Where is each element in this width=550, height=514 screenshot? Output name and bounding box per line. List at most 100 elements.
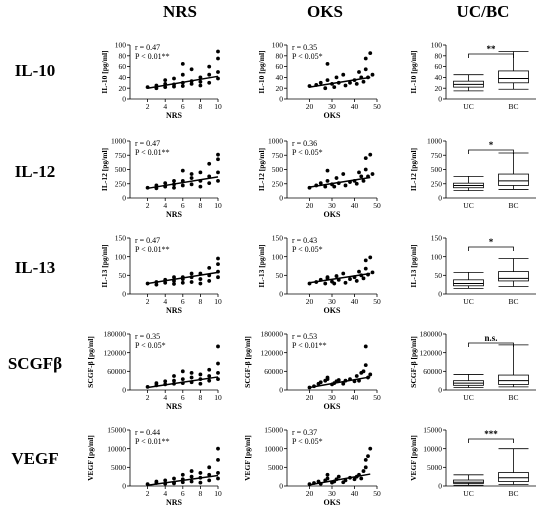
box-iqr [498, 374, 529, 385]
data-point [363, 266, 368, 271]
data-point [332, 184, 337, 189]
box-iqr [498, 472, 529, 482]
x-tick-label: 2 [146, 201, 150, 210]
data-point [361, 276, 366, 281]
y-tick-label: 100 [272, 41, 284, 50]
y-axis-label: IL-13 [pg/ml] [409, 244, 418, 287]
y-tick-label: 1000 [427, 137, 442, 146]
y-tick-label: 60000 [264, 367, 283, 376]
data-point [359, 476, 364, 481]
data-point [207, 367, 212, 372]
data-point [370, 172, 375, 176]
data-point [363, 344, 368, 349]
y-tick-label: 0 [122, 290, 126, 299]
y-tick-label: 5000 [268, 463, 283, 472]
data-point [207, 181, 212, 186]
data-point [172, 282, 176, 286]
data-point [163, 280, 168, 285]
y-tick-label: 750 [272, 151, 284, 160]
x-tick-label: 10 [214, 201, 222, 210]
y-tick-label: 1000 [111, 137, 126, 146]
x-tick-label: 10 [214, 489, 222, 498]
y-tick-label: 50 [276, 271, 284, 280]
correlation-r-label: r = 0.37 [292, 428, 317, 437]
data-point [368, 152, 373, 157]
panel-vegf-oks: 0 5000 10000 15000 VEGF [pg/ml] 20 30 40 50 OKS r … [243, 426, 381, 507]
p-value-label: P < 0.05* [292, 52, 323, 61]
y-tick-label: 5000 [111, 463, 126, 472]
correlation-r-label: r = 0.47 [135, 236, 160, 245]
data-point [363, 56, 368, 61]
x-axis-label: NRS [166, 402, 183, 411]
data-point [216, 344, 220, 349]
x-tick-label: 4 [163, 201, 167, 210]
y-tick-label: 80 [119, 51, 127, 60]
y-tick-label: 250 [115, 179, 127, 188]
y-tick-label: 250 [431, 179, 443, 188]
data-point [207, 80, 212, 85]
significance-label: * [489, 237, 494, 247]
data-point [363, 363, 368, 368]
data-point [207, 472, 212, 477]
y-tick-label: 0 [122, 95, 126, 104]
x-tick-label: 40 [351, 393, 359, 402]
x-tick-label: 2 [146, 489, 150, 498]
data-point [363, 156, 368, 161]
regression-line [309, 376, 371, 389]
data-point [216, 457, 220, 462]
x-tick-label: 6 [181, 393, 185, 402]
regression-line [309, 272, 371, 284]
y-tick-label: 60 [276, 62, 284, 71]
data-point [216, 476, 220, 481]
data-point [189, 176, 194, 180]
y-tick-label: 60 [435, 62, 443, 71]
y-tick-label: 1000 [268, 137, 283, 146]
data-point [180, 183, 185, 188]
box-iqr [498, 271, 529, 282]
y-axis-label: SCGF-β [pg/ml] [409, 336, 418, 388]
significance-label: ** [487, 44, 497, 54]
data-point [332, 281, 337, 286]
regression-line [309, 76, 371, 88]
y-tick-label: 50 [435, 271, 443, 280]
y-axis-label: IL-12 [pg/ml] [100, 148, 109, 191]
data-point [189, 370, 194, 375]
correlation-r-label: r = 0.43 [292, 236, 317, 245]
x-tick-label: 10 [214, 102, 222, 111]
x-axis-label: OKS [324, 306, 341, 315]
data-point [207, 64, 212, 69]
x-axis-label: OKS [324, 210, 341, 219]
data-point [357, 170, 361, 175]
correlation-r-label: r = 0.47 [135, 43, 160, 52]
data-point [343, 183, 348, 188]
significance-bracket [468, 246, 514, 251]
x-axis-label: NRS [166, 306, 183, 315]
y-tick-label: 100 [431, 41, 443, 50]
data-point [216, 152, 220, 157]
data-point [216, 361, 220, 366]
column-header-oks: OKS [307, 2, 343, 21]
correlation-r-label: r = 0.47 [135, 139, 160, 148]
y-tick-label: 40 [435, 73, 443, 82]
data-point [189, 271, 194, 276]
correlation-r-label: r = 0.36 [292, 139, 317, 148]
row-label-il13: IL-13 [14, 258, 56, 277]
y-axis-label: IL-10 [pg/ml] [409, 50, 418, 93]
data-point [325, 375, 330, 380]
x-tick-label: 6 [181, 489, 185, 498]
y-tick-label: 180000 [420, 330, 443, 339]
data-point [198, 75, 203, 80]
y-tick-label: 0 [122, 482, 126, 491]
data-point [343, 83, 348, 88]
category-label: UC [463, 102, 473, 111]
x-tick-label: 30 [328, 297, 336, 306]
data-point [325, 179, 330, 183]
y-tick-label: 60000 [423, 367, 442, 376]
data-point [180, 84, 185, 88]
data-point [207, 265, 212, 270]
data-point [361, 79, 366, 84]
y-tick-label: 10000 [264, 444, 283, 453]
category-label: BC [508, 102, 518, 111]
